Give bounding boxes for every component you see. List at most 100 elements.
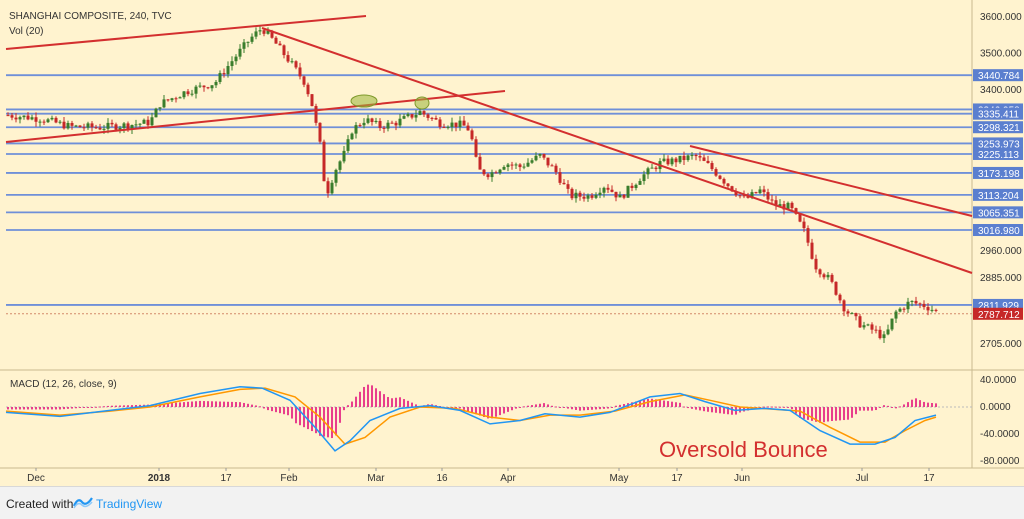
candle-up [530, 160, 534, 163]
macd-histogram-bar [171, 402, 173, 407]
x-tick-label: 17 [671, 473, 683, 484]
candle-up [538, 154, 542, 156]
candle-up [574, 192, 578, 199]
macd-histogram-bar [35, 407, 37, 410]
candle-down [90, 123, 94, 128]
candle-up [662, 158, 666, 162]
candle-down [302, 76, 306, 85]
candle-up [162, 99, 166, 108]
candle-down [754, 192, 758, 194]
candle-up [226, 66, 230, 75]
candle-up [158, 107, 162, 109]
candle-up [670, 158, 674, 165]
macd-histogram-bar [7, 407, 9, 410]
candle-up [522, 166, 526, 168]
candle-down [394, 122, 398, 126]
candle-up [170, 98, 174, 101]
candle-down [874, 329, 878, 331]
macd-histogram-bar [491, 407, 493, 419]
macd-histogram-bar [211, 401, 213, 407]
macd-histogram-bar [283, 407, 285, 415]
macd-histogram-bar [767, 406, 769, 408]
x-tick-label: 17 [220, 473, 232, 484]
candle-down [434, 118, 438, 120]
macd-histogram-bar [131, 405, 133, 407]
candle-down [578, 192, 582, 197]
tradingview-logo-icon[interactable] [72, 495, 93, 514]
macd-histogram-bar [91, 407, 93, 408]
last-price-label: 2787.712 [978, 310, 1020, 321]
macd-histogram-bar [911, 399, 913, 407]
macd-histogram-bar [659, 399, 661, 407]
macd-histogram-bar [127, 405, 129, 407]
macd-histogram-bar [263, 407, 265, 409]
candle-up [458, 120, 462, 127]
candle-up [266, 30, 270, 34]
macd-histogram-bar [231, 401, 233, 407]
candle-down [310, 94, 314, 107]
macd-histogram-bar [595, 407, 597, 410]
macd-histogram-bar [15, 407, 17, 410]
macd-histogram-bar [527, 405, 529, 407]
macd-histogram-bar [167, 403, 169, 407]
macd-histogram-bar [679, 402, 681, 407]
level-price-tag [973, 206, 1023, 219]
candle-up [362, 122, 366, 126]
macd-histogram-bar [31, 407, 33, 410]
candle-down [382, 127, 386, 129]
macd-histogram-bar [651, 398, 653, 407]
chart-canvas: Dec 2018 17 Feb Mar 16 Apr May 17 Jun Jul 17 3600.00… [0, 0, 1024, 484]
macd-histogram-bar [731, 407, 733, 415]
macd-histogram-bar [575, 407, 577, 410]
x-tick-label: 17 [923, 473, 935, 484]
macd-histogram-bar [771, 406, 773, 408]
macd-histogram-bar [415, 404, 417, 407]
macd-y-tick-label: -80.0000 [980, 456, 1020, 467]
macd-histogram-bar [775, 406, 777, 408]
candle-down [698, 156, 702, 158]
macd-histogram-bar [663, 400, 665, 407]
macd-histogram-bar [235, 402, 237, 407]
tradingview-link[interactable]: TradingView [96, 497, 163, 511]
y-tick-label: 3400.000 [980, 85, 1022, 96]
macd-histogram-bar [327, 407, 329, 438]
candle-down [94, 127, 98, 129]
macd-histogram-bar [811, 407, 813, 421]
candle-down [918, 303, 922, 305]
macd-histogram-bar [919, 400, 921, 407]
candle-down [854, 313, 858, 317]
candle-down [206, 87, 210, 89]
candle-up [246, 41, 250, 43]
candle-down [510, 164, 514, 166]
candle-up [142, 119, 146, 124]
macd-histogram-bar [99, 406, 101, 408]
candle-down [298, 67, 302, 77]
candle-down [926, 307, 930, 311]
macd-histogram-bar [375, 388, 377, 407]
candle-down [422, 111, 426, 115]
lower-trend-line [5, 90, 506, 143]
candle-up [894, 311, 898, 319]
macd-histogram-bar [507, 407, 509, 412]
candle-up [122, 123, 126, 128]
candle-down [562, 182, 566, 185]
macd-histogram-bar [467, 407, 469, 412]
x-tick-label: Mar [367, 473, 385, 484]
x-tick-label: 16 [436, 473, 448, 484]
candle-up [386, 122, 390, 129]
candle-up [134, 124, 138, 126]
short-downtrend-line [689, 145, 973, 217]
macd-histogram-bar [95, 406, 97, 408]
candle-down [654, 167, 658, 170]
candle-down [390, 122, 394, 124]
macd-histogram-bar [179, 402, 181, 407]
candle-down [694, 154, 698, 157]
candle-down [674, 158, 678, 163]
candle-down [766, 192, 770, 200]
candle-down [466, 125, 470, 131]
candle-up [634, 184, 638, 188]
candle-up [910, 300, 914, 302]
candle-down [270, 30, 274, 38]
macd-histogram-bar [863, 407, 865, 411]
macd-histogram-bar [619, 404, 621, 407]
